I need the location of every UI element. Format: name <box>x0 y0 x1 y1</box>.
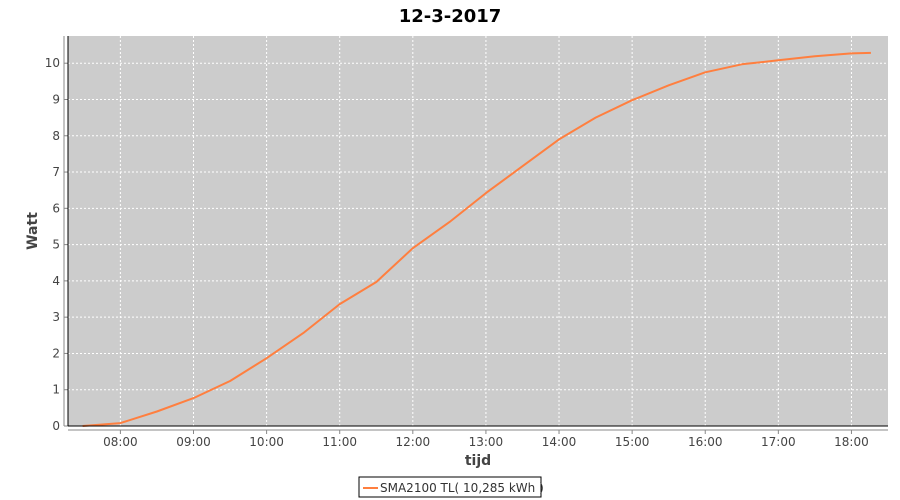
x-tick-label: 17:00 <box>761 435 796 449</box>
legend-box <box>358 476 542 498</box>
x-tick-label: 10:00 <box>249 435 284 449</box>
x-axis-label: tijd <box>465 453 491 469</box>
plot-area <box>68 36 888 426</box>
x-tick-label: 16:00 <box>688 435 723 449</box>
y-tick-label: 3 <box>52 310 60 324</box>
legend-label: SMA2100 TL( 10,285 kWh ) <box>380 481 544 495</box>
x-tick-label: 13:00 <box>469 435 504 449</box>
x-tick-label: 15:00 <box>615 435 650 449</box>
legend: SMA2100 TL( 10,285 kWh ) <box>358 476 544 498</box>
y-tick-label: 1 <box>52 383 60 397</box>
y-tick-label: 4 <box>52 274 60 288</box>
x-tick-label: 08:00 <box>103 435 138 449</box>
y-axis-label: Watt <box>25 212 41 250</box>
y-tick-label: 2 <box>52 346 60 360</box>
x-tick-label: 12:00 <box>396 435 431 449</box>
y-tick-label: 7 <box>52 165 60 179</box>
series-line <box>82 51 871 427</box>
x-tick-label: 18:00 <box>834 435 869 449</box>
x-tick-label: 09:00 <box>176 435 211 449</box>
chart-title: 12-3-2017 <box>399 6 502 27</box>
y-tick-label: 8 <box>52 129 60 143</box>
y-tick-label: 0 <box>52 419 60 433</box>
y-tick-label: 5 <box>52 238 60 252</box>
x-tick-label: 11:00 <box>322 435 357 449</box>
y-tick-label: 10 <box>45 56 60 70</box>
y-tick-label: 6 <box>52 201 60 215</box>
x-tick-label: 14:00 <box>542 435 577 449</box>
y-tick-label: 9 <box>52 92 60 106</box>
